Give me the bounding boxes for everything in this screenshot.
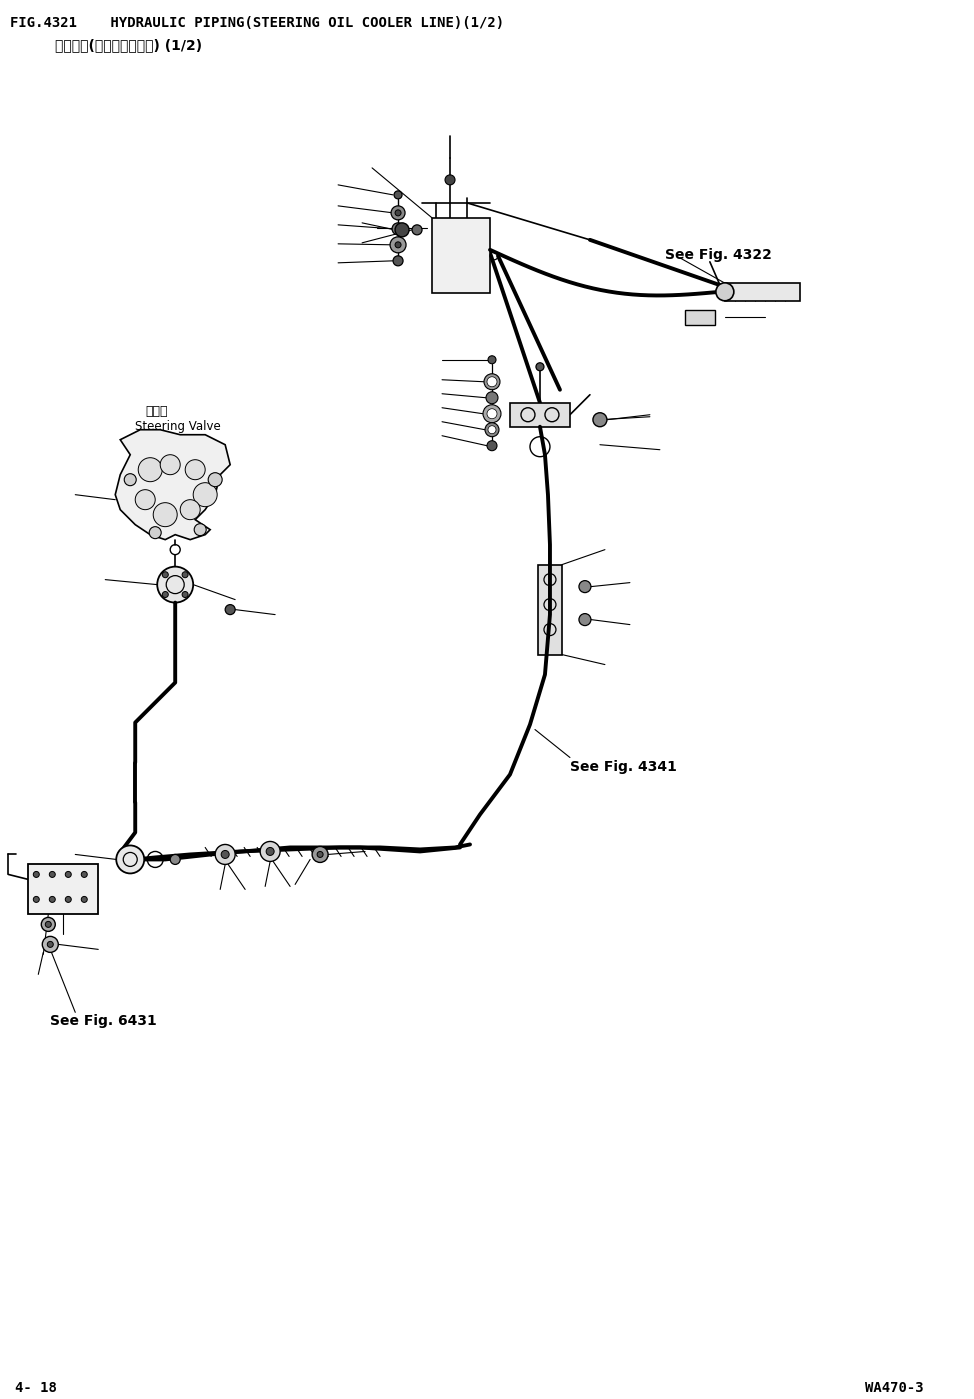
Circle shape [484,374,500,390]
Bar [538,565,562,655]
Circle shape [65,872,71,877]
Circle shape [215,845,235,865]
Circle shape [41,918,56,932]
Circle shape [579,581,591,593]
Text: FIG.4321    HYDRAULIC PIPING(STEERING OIL COOLER LINE)(1/2): FIG.4321 HYDRAULIC PIPING(STEERING OIL C… [11,15,505,29]
Bar [510,403,570,427]
Circle shape [488,425,496,434]
Text: 油压管路(转向油冷却回路) (1/2): 油压管路(转向油冷却回路) (1/2) [56,38,203,52]
Circle shape [312,846,328,862]
Circle shape [487,441,497,450]
Circle shape [149,526,162,539]
Circle shape [318,852,323,858]
Circle shape [716,283,733,301]
Circle shape [395,242,401,248]
Circle shape [488,355,496,364]
Circle shape [579,614,591,625]
Circle shape [393,256,403,266]
Circle shape [48,942,54,947]
Circle shape [390,236,406,253]
Circle shape [536,362,543,371]
Circle shape [208,473,222,487]
Circle shape [593,413,607,427]
Circle shape [392,206,405,220]
Circle shape [65,897,71,902]
Circle shape [125,474,136,485]
Polygon shape [115,429,230,540]
Circle shape [33,872,39,877]
Circle shape [225,604,235,614]
Bar [432,218,490,292]
Text: WA470-3: WA470-3 [865,1381,923,1395]
Circle shape [160,455,180,474]
Circle shape [81,872,88,877]
Text: 4- 18: 4- 18 [16,1381,57,1395]
Circle shape [193,483,217,506]
Circle shape [170,855,180,865]
Bar [28,865,98,915]
Circle shape [81,897,88,902]
Circle shape [393,222,404,235]
Circle shape [182,592,188,597]
Circle shape [50,897,56,902]
Circle shape [486,392,498,404]
Circle shape [163,572,169,578]
Circle shape [395,210,401,215]
Circle shape [153,502,177,526]
Circle shape [445,175,455,185]
Circle shape [135,490,155,509]
Circle shape [394,190,402,199]
Text: See Fig. 4322: See Fig. 4322 [665,248,771,262]
Circle shape [180,499,201,519]
Circle shape [182,572,188,578]
Circle shape [221,851,229,859]
Circle shape [483,404,501,422]
Circle shape [138,457,163,481]
Circle shape [266,848,274,855]
Circle shape [185,460,206,480]
Circle shape [50,872,56,877]
Circle shape [42,936,58,953]
Text: See Fig. 6431: See Fig. 6431 [51,1014,157,1028]
Text: 转向阀: 转向阀 [145,404,168,418]
Circle shape [157,567,193,603]
Circle shape [116,845,144,873]
Text: See Fig. 4341: See Fig. 4341 [570,760,677,774]
Bar [725,283,800,301]
Bar [685,309,715,325]
Circle shape [395,222,409,236]
Circle shape [45,922,52,928]
Circle shape [163,592,169,597]
Circle shape [33,897,39,902]
Circle shape [487,376,497,386]
Text: Steering Valve: Steering Valve [135,420,221,432]
Circle shape [194,523,206,536]
Circle shape [487,409,497,418]
Circle shape [485,422,499,436]
Circle shape [412,225,422,235]
Circle shape [260,841,281,862]
